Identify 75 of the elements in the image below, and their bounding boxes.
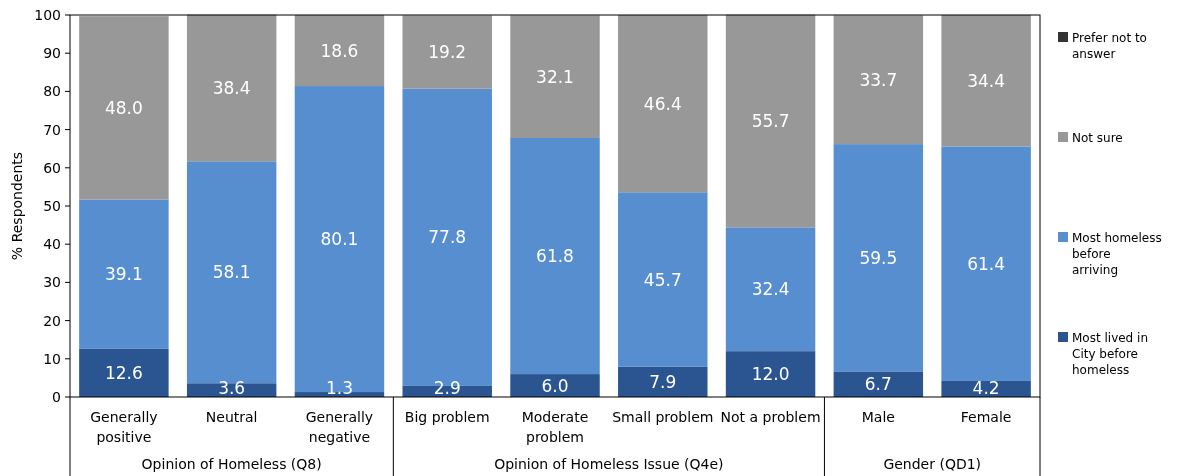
y-axis-title: % Respondents [9, 151, 25, 261]
bar [833, 144, 924, 372]
data-label: 1.3 [325, 378, 353, 398]
y-tick-label: 90 [43, 45, 61, 62]
x-tick-label: Generally negative [305, 409, 374, 445]
bar [725, 227, 816, 352]
bar [294, 86, 385, 393]
text: Opinion of Homeless (Q8) [141, 456, 322, 472]
data-label: 61.4 [967, 253, 1006, 274]
x-tick-label: Generally positive [90, 409, 158, 445]
y-tick-label: 0 [52, 389, 61, 405]
data-label: 38.4 [212, 77, 251, 98]
y-tick-label: 80 [43, 83, 61, 100]
data-label: 3.6 [218, 378, 246, 398]
x-tick-label: Neutral [205, 409, 258, 425]
legend-label: Most lived in City before homeless [1072, 331, 1148, 377]
bar [79, 16, 169, 200]
y-tick-label: 40 [43, 236, 61, 253]
data-label: 12.6 [104, 362, 143, 383]
legend-label: Most homeless before arriving [1072, 231, 1162, 277]
x-tick-label: Moderate problem [521, 409, 589, 445]
bar [186, 14, 277, 162]
data-label: 77.8 [428, 227, 467, 248]
bar [402, 15, 492, 89]
bar [941, 15, 1031, 147]
x-tick-label: Not a problem [720, 409, 821, 425]
data-label: 7.9 [649, 371, 677, 392]
data-label: 45.7 [643, 269, 682, 290]
data-label: 2.9 [433, 378, 461, 398]
data-label: 55.7 [751, 111, 790, 132]
data-label: 34.4 [967, 70, 1006, 91]
legend-label: Prefer not to answer [1072, 31, 1147, 61]
data-label: 39.1 [104, 264, 143, 285]
bar [725, 351, 816, 397]
bar [833, 15, 924, 145]
x-tick-label: Male [861, 409, 895, 425]
bar [79, 199, 169, 349]
bar [510, 15, 600, 138]
data-label: 58.1 [212, 262, 251, 283]
bar [941, 146, 1031, 381]
data-label: 4.2 [972, 378, 1000, 398]
data-label: 33.7 [859, 69, 898, 90]
y-tick-label: 20 [43, 312, 61, 329]
data-label: 19.2 [428, 42, 467, 63]
data-label: 80.1 [320, 229, 359, 250]
x-tick-label: Small problem [612, 409, 714, 425]
bar [725, 14, 816, 228]
y-tick-label: 50 [43, 198, 61, 214]
x-tick-label: Female [960, 409, 1012, 425]
bar [618, 192, 708, 367]
y-tick-label: 60 [43, 159, 61, 176]
data-label: 6.7 [864, 374, 892, 395]
y-tick-label: 100 [34, 7, 61, 23]
bar [294, 15, 385, 87]
bar [510, 138, 600, 375]
data-label: 61.8 [536, 246, 574, 267]
legend-label: Not sure [1072, 131, 1123, 145]
bar [79, 348, 169, 397]
bar [618, 366, 708, 397]
data-label: 48.0 [104, 97, 143, 118]
text: Opinion of Homeless Issue (Q4e) [494, 456, 724, 472]
text: Gender (QD1) [883, 456, 982, 472]
y-tick-label: 10 [43, 350, 61, 367]
y-tick-label: 30 [43, 274, 61, 291]
data-label: 32.1 [536, 66, 574, 87]
data-label: 18.6 [320, 40, 359, 61]
data-label: 12.0 [751, 364, 790, 385]
bar [833, 371, 924, 397]
x-tick-label: Big problem [404, 409, 490, 425]
data-label: 59.5 [859, 247, 898, 268]
data-label: 46.4 [643, 93, 682, 114]
data-label: 32.4 [751, 279, 790, 300]
y-tick-label: 70 [43, 121, 61, 138]
data-label: 6.0 [541, 375, 569, 396]
bar [618, 15, 708, 193]
